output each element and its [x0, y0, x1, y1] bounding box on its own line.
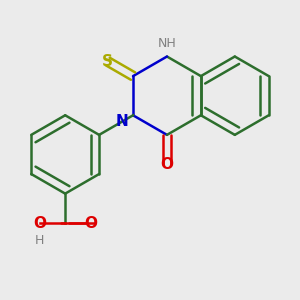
Text: O: O: [33, 215, 46, 230]
Text: NH: NH: [158, 37, 176, 50]
Text: O: O: [160, 157, 173, 172]
Text: N: N: [116, 114, 128, 129]
Text: O: O: [84, 215, 97, 230]
Text: H: H: [35, 234, 44, 247]
Text: S: S: [102, 54, 113, 69]
